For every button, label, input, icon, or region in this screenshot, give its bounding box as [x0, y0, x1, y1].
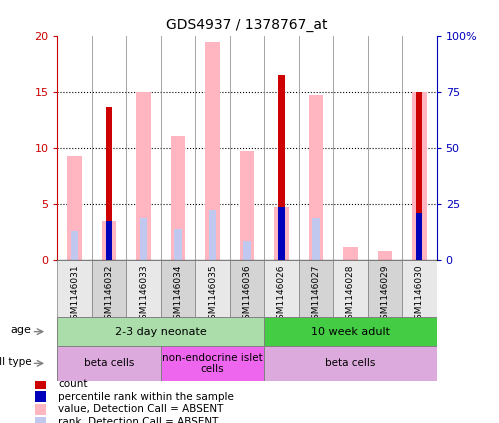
Text: 2-3 day neonate: 2-3 day neonate: [115, 327, 207, 337]
Bar: [195, 260, 230, 317]
Bar: [67, 156, 82, 260]
Bar: [35, 379, 46, 390]
Bar: [278, 75, 284, 260]
Bar: [416, 213, 423, 260]
Text: GSM1146033: GSM1146033: [139, 265, 148, 325]
Bar: [243, 241, 251, 260]
Text: 10 week adult: 10 week adult: [311, 327, 390, 337]
Bar: [264, 346, 437, 381]
Text: GSM1146031: GSM1146031: [70, 265, 79, 325]
Bar: [126, 260, 161, 317]
Bar: [92, 260, 126, 317]
Text: age: age: [10, 325, 31, 335]
Text: value, Detection Call = ABSENT: value, Detection Call = ABSENT: [58, 404, 223, 415]
Text: GSM1146026: GSM1146026: [277, 265, 286, 325]
Text: non-endocrine islet
cells: non-endocrine islet cells: [162, 352, 263, 374]
Text: GSM1146035: GSM1146035: [208, 265, 217, 325]
Bar: [209, 210, 217, 260]
Bar: [71, 231, 78, 260]
Text: beta cells: beta cells: [84, 358, 134, 368]
Bar: [333, 260, 368, 317]
Bar: [140, 217, 147, 260]
Bar: [161, 346, 264, 381]
Bar: [412, 92, 427, 260]
Bar: [264, 260, 299, 317]
Bar: [106, 221, 112, 260]
Text: cell type: cell type: [0, 357, 31, 367]
Bar: [161, 260, 195, 317]
Bar: [171, 136, 185, 260]
Bar: [402, 260, 437, 317]
Title: GDS4937 / 1378767_at: GDS4937 / 1378767_at: [166, 18, 328, 32]
Text: percentile rank within the sample: percentile rank within the sample: [58, 392, 234, 402]
Text: GSM1146034: GSM1146034: [174, 265, 183, 325]
Bar: [309, 95, 323, 260]
Bar: [57, 260, 92, 317]
Bar: [35, 404, 46, 415]
Bar: [230, 260, 264, 317]
Bar: [278, 207, 284, 260]
Bar: [102, 221, 116, 260]
Bar: [57, 346, 161, 381]
Text: GSM1146027: GSM1146027: [311, 265, 320, 325]
Bar: [299, 260, 333, 317]
Bar: [378, 250, 392, 260]
Bar: [35, 417, 46, 423]
Bar: [274, 207, 289, 260]
Bar: [57, 317, 264, 346]
Bar: [343, 247, 358, 260]
Bar: [416, 92, 423, 260]
Text: GSM1146029: GSM1146029: [380, 265, 389, 325]
Text: GSM1146028: GSM1146028: [346, 265, 355, 325]
Text: count: count: [58, 379, 87, 389]
Bar: [264, 317, 437, 346]
Text: beta cells: beta cells: [325, 358, 376, 368]
Bar: [312, 217, 320, 260]
Text: GSM1146032: GSM1146032: [105, 265, 114, 325]
Bar: [205, 41, 220, 260]
Bar: [136, 92, 151, 260]
Bar: [240, 151, 254, 260]
Text: GSM1146030: GSM1146030: [415, 265, 424, 325]
Bar: [368, 260, 402, 317]
Bar: [174, 229, 182, 260]
Bar: [106, 107, 112, 260]
Text: rank, Detection Call = ABSENT: rank, Detection Call = ABSENT: [58, 417, 218, 423]
Bar: [35, 391, 46, 402]
Text: GSM1146036: GSM1146036: [243, 265, 251, 325]
